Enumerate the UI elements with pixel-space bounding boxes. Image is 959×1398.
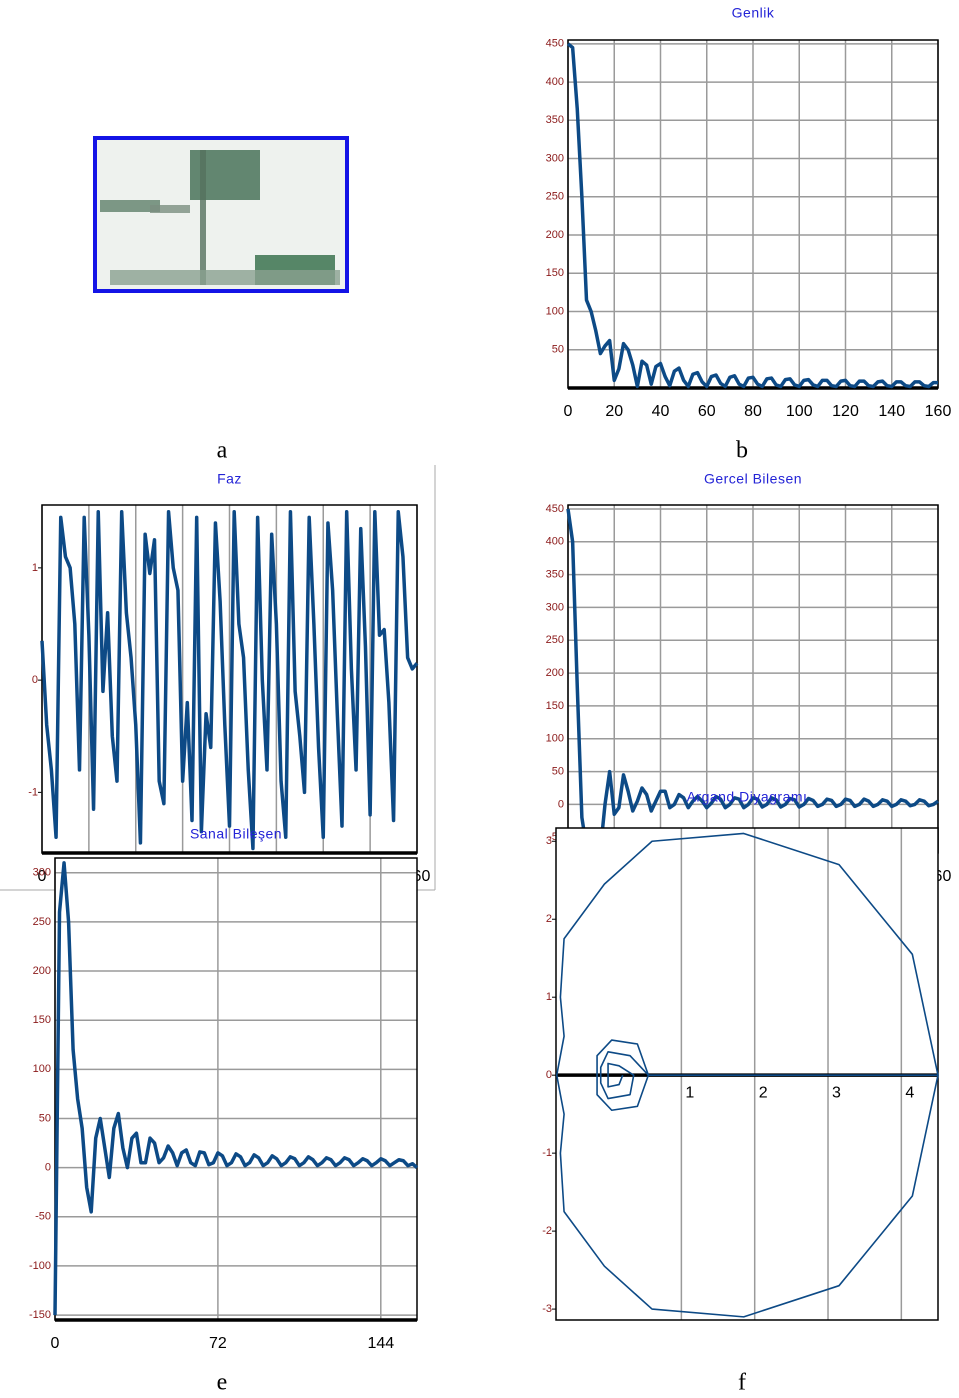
x-tick-label: 0 <box>51 1335 60 1352</box>
y-tick-label: 150 <box>546 700 564 712</box>
x-tick-label: 20 <box>605 403 623 420</box>
panel-caption: b <box>736 438 748 464</box>
chart-title: Argand Diyagramı <box>687 789 808 805</box>
photo-detail <box>150 205 190 213</box>
y-tick-label: 200 <box>33 965 51 977</box>
x-tick-label: 160 <box>925 403 952 420</box>
data-line <box>40 509 419 851</box>
chart-title: Faz <box>217 471 242 487</box>
y-tick-label: 350 <box>546 114 564 126</box>
x-tick-label: 120 <box>832 403 859 420</box>
y-tick-label: 450 <box>546 503 564 515</box>
y-tick-label: 0 <box>546 1069 552 1081</box>
y-tick-label: 50 <box>552 344 564 356</box>
photo-border <box>93 136 349 293</box>
plot-area <box>55 858 417 1320</box>
y-tick-label: 200 <box>546 229 564 241</box>
chart-title: Gercel Bilesen <box>704 471 802 487</box>
panel-caption: e <box>217 1370 228 1396</box>
data-line <box>53 861 419 1316</box>
y-tick-label: 3 <box>546 835 552 847</box>
panel-caption: a <box>217 438 228 464</box>
y-tick-label: 400 <box>546 536 564 548</box>
x-tick-label: 3 <box>832 1084 841 1101</box>
y-tick-label: 1 <box>546 991 552 1003</box>
y-tick-label: 250 <box>546 634 564 646</box>
y-tick-label: 250 <box>546 191 564 203</box>
y-tick-label: -100 <box>29 1260 51 1272</box>
data-line <box>555 832 939 1318</box>
photo-detail <box>100 200 160 212</box>
y-tick-label: -150 <box>29 1309 51 1321</box>
y-tick-label: 200 <box>546 667 564 679</box>
y-tick-label: 300 <box>546 601 564 613</box>
y-tick-label: 100 <box>546 733 564 745</box>
y-tick-label: -1 <box>542 1147 552 1159</box>
y-tick-label: 150 <box>33 1014 51 1026</box>
x-tick-label: 0 <box>564 403 573 420</box>
y-tick-label: 0 <box>32 674 38 686</box>
y-tick-label: 0 <box>45 1162 51 1174</box>
y-tick-label: 2 <box>546 913 552 925</box>
x-tick-label: 140 <box>878 403 905 420</box>
y-tick-label: 250 <box>33 916 51 928</box>
y-tick-label: 300 <box>546 152 564 164</box>
y-tick-label: 150 <box>546 267 564 279</box>
photo-detail <box>110 270 340 285</box>
chart-title: Genlik <box>732 5 775 21</box>
y-tick-label: 350 <box>546 569 564 581</box>
y-tick-label: -1 <box>28 786 38 798</box>
y-tick-label: 50 <box>552 765 564 777</box>
data-line <box>566 42 938 389</box>
panel-caption: f <box>738 1370 746 1396</box>
chart-title: Sanal Bileşen <box>190 826 282 842</box>
x-tick-label: 144 <box>367 1335 394 1352</box>
y-tick-label: 450 <box>546 38 564 50</box>
y-tick-label: 1 <box>32 562 38 574</box>
x-tick-label: 72 <box>209 1335 227 1352</box>
x-tick-label: 2 <box>759 1084 768 1101</box>
y-tick-label: 300 <box>33 867 51 879</box>
x-tick-label: 1 <box>685 1084 694 1101</box>
y-tick-label: 400 <box>546 76 564 88</box>
x-tick-label: 0 <box>38 868 47 885</box>
y-tick-label: -2 <box>542 1225 552 1237</box>
x-tick-label: 4 <box>905 1084 914 1101</box>
x-tick-label: 60 <box>698 403 716 420</box>
x-tick-label: 100 <box>786 403 813 420</box>
data-line <box>566 508 940 853</box>
y-tick-label: 50 <box>39 1112 51 1124</box>
y-tick-label: -50 <box>35 1211 51 1223</box>
y-tick-label: 0 <box>558 798 564 810</box>
y-tick-label: 100 <box>546 305 564 317</box>
photo-detail <box>200 150 206 285</box>
y-tick-label: -3 <box>542 1303 552 1315</box>
y-tick-label: 100 <box>33 1063 51 1075</box>
x-tick-label: 80 <box>744 403 762 420</box>
x-tick-label: 40 <box>652 403 670 420</box>
